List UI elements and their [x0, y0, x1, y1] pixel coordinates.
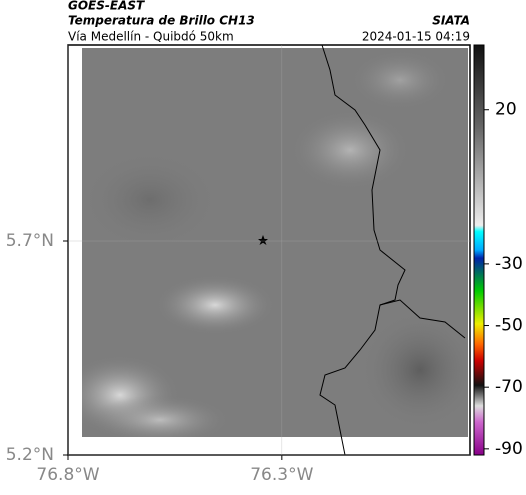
agency: SIATA — [432, 14, 470, 28]
colorbar-label: -50 — [495, 316, 523, 336]
lon-tick-label: 76.3°W — [250, 465, 313, 485]
location-marker — [258, 235, 268, 245]
subtitle: Vía Medellín - Quibdó 50km — [68, 30, 234, 44]
colorbar — [473, 44, 485, 456]
lat-tick-label: 5.2°N — [6, 445, 54, 465]
lon-tick-label: 76.8°W — [36, 465, 99, 485]
borders — [319, 44, 466, 456]
satellite-image — [82, 48, 468, 437]
colorbar-label: -90 — [495, 439, 523, 459]
title: Temperatura de Brillo CH13 — [68, 14, 255, 28]
colorbar-label: -30 — [495, 254, 523, 274]
timestamp: 2024-01-15 04:19 — [362, 30, 470, 44]
colorbar-label: -70 — [495, 377, 523, 397]
lat-tick-label: 5.7°N — [6, 231, 54, 251]
source: GOES-EAST — [68, 0, 145, 13]
colorbar-label: 20 — [495, 100, 517, 120]
